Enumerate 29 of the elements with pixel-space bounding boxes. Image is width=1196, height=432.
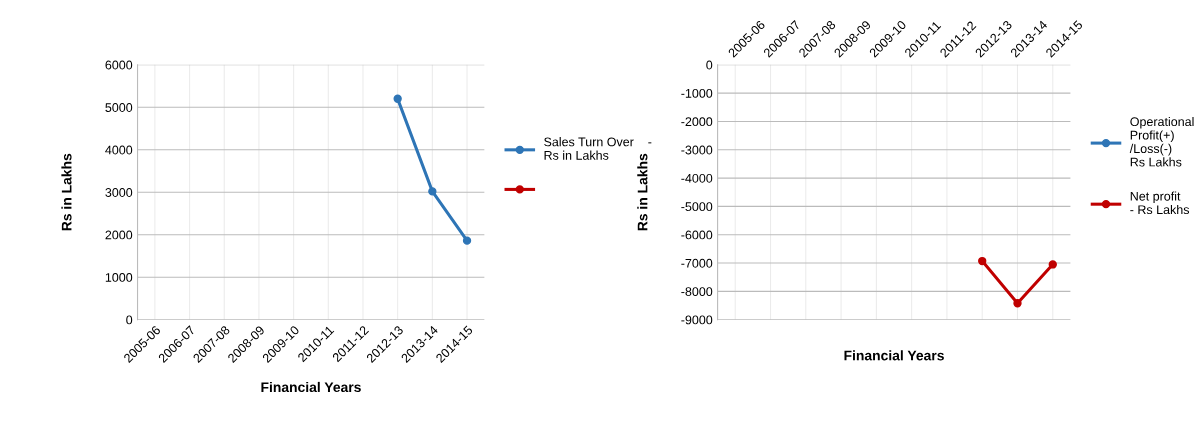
point	[428, 187, 437, 196]
y-tick-label: 4000	[105, 145, 133, 155]
y-tick-label: -4000	[681, 173, 713, 183]
y-tick-label: 0	[706, 60, 713, 70]
x-axis-title: Financial Years	[261, 381, 361, 393]
point	[1048, 260, 1057, 269]
legend-label: Operational Profit(+) /Loss(-) Rs Lakhs	[1129, 116, 1194, 167]
y-tick-label: 0	[126, 315, 133, 325]
y-tick-label: -6000	[681, 230, 713, 240]
y-tick-label: -9000	[681, 315, 713, 325]
y-tick-label: 5000	[105, 103, 133, 112]
y-tick-label: -8000	[681, 287, 713, 297]
y-axis-title: Rs in Lakhs	[61, 153, 72, 231]
y-tick-label: -3000	[681, 145, 713, 155]
legend-label: Net profit - Rs Lakhs	[1130, 191, 1190, 215]
y-tick-label: -7000	[681, 258, 713, 268]
y-tick-label: 3000	[105, 188, 133, 197]
point	[462, 236, 472, 245]
point	[978, 256, 987, 266]
y-tick-label: -2000	[681, 117, 713, 127]
point	[393, 94, 402, 103]
y-tick-label: -5000	[681, 202, 713, 212]
y-axis-title: Rs in Lakhs	[637, 153, 648, 231]
y-tick-label: 6000	[105, 60, 133, 70]
y-tick-label: 2000	[105, 230, 133, 240]
y-tick-label: 1000	[105, 273, 133, 282]
x-axis-title: Financial Years	[844, 350, 944, 361]
point	[1013, 299, 1022, 308]
y-tick-label: -1000	[681, 88, 713, 98]
